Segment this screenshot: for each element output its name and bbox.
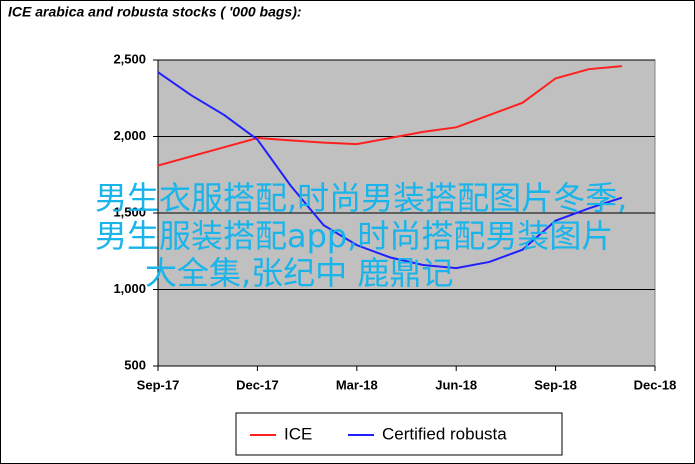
x-tick-label: Mar-18 [336,377,378,392]
y-tick-label: 1,500 [113,204,146,219]
overlay-text: 男生衣服搭配,时尚男装搭配图片冬季, [95,179,627,217]
y-tick-label: 1,000 [113,281,146,296]
x-tick-label: Sep-17 [137,377,180,392]
y-tick-label: 2,000 [113,128,146,143]
series-line [157,71,623,270]
overlay-text: 大全集,张纪中 鹿鼎记 [145,254,453,292]
y-tick-label: 500 [124,357,146,372]
x-tick-label: Dec-17 [236,377,279,392]
series-line [157,65,622,167]
legend [235,412,563,456]
x-tick-label: Dec-18 [634,377,677,392]
legend-label: ICE [284,424,312,443]
x-tick-label: Sep-18 [534,377,577,392]
chart-title: ICE arabica and robusta stocks ( '000 ba… [8,4,302,20]
y-tick-label: 2,500 [113,51,146,66]
legend-label: Certified robusta [382,424,507,443]
x-tick-label: Jun-18 [435,377,477,392]
overlay-text: 男生服装搭配app,时尚搭配男装图片 [95,217,613,255]
